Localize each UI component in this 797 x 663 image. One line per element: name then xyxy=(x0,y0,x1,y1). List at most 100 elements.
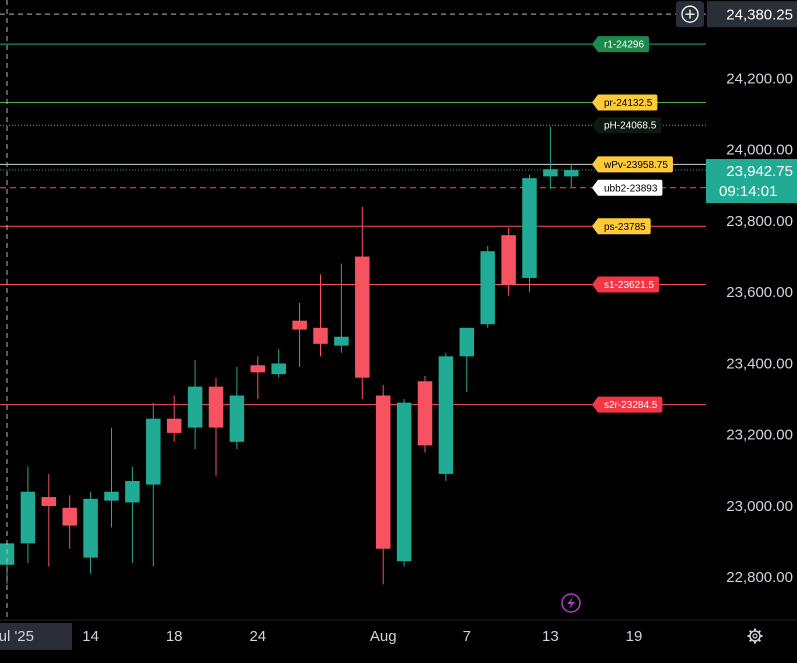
candle[interactable] xyxy=(480,245,495,328)
price-tick-label: 24,200.00 xyxy=(726,70,793,87)
level-label-tag xyxy=(592,218,651,235)
level-label-text: pH-24068.5 xyxy=(604,121,657,132)
candle[interactable] xyxy=(166,395,182,442)
candles xyxy=(0,126,579,585)
candle[interactable] xyxy=(396,399,412,567)
candle[interactable] xyxy=(146,402,161,567)
level-label-tag xyxy=(592,94,658,111)
candle-body xyxy=(564,170,579,177)
level-labels: r1-24296 pr-24132.5 pH-24068.5 wPv-23958.75… xyxy=(592,1,797,413)
plus-circle xyxy=(681,5,699,23)
level-label-text: ps-23785 xyxy=(604,222,646,233)
candle-body xyxy=(166,418,182,433)
candle[interactable] xyxy=(187,359,203,449)
candle-body xyxy=(104,491,119,501)
countdown-label: 09:14:01 xyxy=(719,183,777,200)
last-price-box xyxy=(706,159,797,204)
level-label-tag xyxy=(592,156,673,173)
price-axis[interactable] xyxy=(706,0,797,620)
candle-body xyxy=(355,256,370,378)
candle-body xyxy=(375,395,391,549)
candle-body xyxy=(187,386,203,428)
crosshair-date-label: 28 Jul '25 xyxy=(0,628,34,645)
crosshair-price-label: 24,380.25 xyxy=(726,7,793,24)
candle[interactable] xyxy=(208,377,224,476)
candle[interactable] xyxy=(438,352,454,482)
time-tick-label: 7 xyxy=(463,628,471,645)
level-label-text: wPv-23958.75 xyxy=(603,160,668,171)
lightning-circle xyxy=(561,593,581,613)
level-label-text: ubb2-23893 xyxy=(604,183,658,194)
time-tick-label: Aug xyxy=(370,628,397,645)
gear-ring xyxy=(749,630,761,642)
level-label-tag xyxy=(592,179,663,196)
crosshair-price-box xyxy=(707,1,797,28)
level-label-text: pr-24132.5 xyxy=(604,98,653,109)
candle[interactable] xyxy=(292,302,307,368)
candle-body xyxy=(501,235,516,286)
candle[interactable] xyxy=(313,274,328,357)
price-tick-label: 23,000.00 xyxy=(726,498,793,515)
candle-body xyxy=(313,327,328,344)
lightning-icon[interactable] xyxy=(561,593,581,613)
level-label-tag xyxy=(592,117,662,134)
candle-body xyxy=(522,178,537,278)
time-tick-label: 24 xyxy=(249,628,266,645)
level-label-text: s2r-23284.5 xyxy=(604,400,658,411)
plus-circle-icon[interactable] xyxy=(676,1,704,28)
candle[interactable] xyxy=(543,126,558,189)
candle-body xyxy=(83,498,98,558)
last-price-label: 23,942.75 xyxy=(726,163,793,180)
time-axis: 28 Jul '25 14 18 24 Aug 7 13 19 xyxy=(0,619,797,650)
candle[interactable] xyxy=(83,491,98,574)
candle[interactable] xyxy=(501,228,516,296)
time-tick-label: 18 xyxy=(166,628,183,645)
candle[interactable] xyxy=(334,263,349,353)
candle-body xyxy=(459,327,475,357)
candle-body xyxy=(292,320,307,330)
level-lines xyxy=(0,43,706,406)
candle-body xyxy=(250,365,266,373)
candle[interactable] xyxy=(250,356,266,400)
candle[interactable] xyxy=(62,495,77,549)
candle-body xyxy=(438,356,454,474)
candle[interactable] xyxy=(20,466,36,563)
price-axis-ticks: 24,200.00 24,000.00 23,800.00 23,600.00 23,4… xyxy=(726,70,793,586)
candle[interactable] xyxy=(355,206,370,400)
level-label-tag xyxy=(592,396,663,413)
crosshair xyxy=(0,0,706,620)
candle-body xyxy=(396,402,412,562)
candle[interactable] xyxy=(229,367,245,449)
candle-body xyxy=(334,336,349,346)
candle-body xyxy=(125,481,140,503)
settings-icon[interactable] xyxy=(747,628,763,644)
candle[interactable] xyxy=(459,327,475,392)
price-tick-label: 23,200.00 xyxy=(726,427,793,444)
price-tick-label: 23,400.00 xyxy=(726,355,793,372)
chart-overlays xyxy=(561,593,763,644)
candle[interactable] xyxy=(417,375,433,453)
candle[interactable] xyxy=(125,466,140,563)
candle[interactable] xyxy=(375,384,391,585)
candle-body xyxy=(480,251,495,325)
candle-body xyxy=(146,418,161,485)
level-label-tag xyxy=(592,276,660,293)
candle[interactable] xyxy=(522,174,537,293)
level-label-text: r1-24296 xyxy=(604,40,644,51)
candle-body xyxy=(41,497,57,506)
candle-body xyxy=(62,507,77,526)
lightning-bolt xyxy=(567,597,575,609)
time-tick-label: 19 xyxy=(626,628,643,645)
candle[interactable] xyxy=(41,473,57,567)
candle[interactable] xyxy=(271,349,286,378)
time-tick-label: 14 xyxy=(82,628,99,645)
price-tick-label: 22,800.00 xyxy=(726,569,793,586)
candle[interactable] xyxy=(564,163,579,188)
candle[interactable] xyxy=(104,427,119,528)
crosshair-date-box xyxy=(0,623,72,650)
candle-body xyxy=(229,395,245,442)
candle-body xyxy=(0,543,15,565)
candle-body xyxy=(543,169,558,177)
